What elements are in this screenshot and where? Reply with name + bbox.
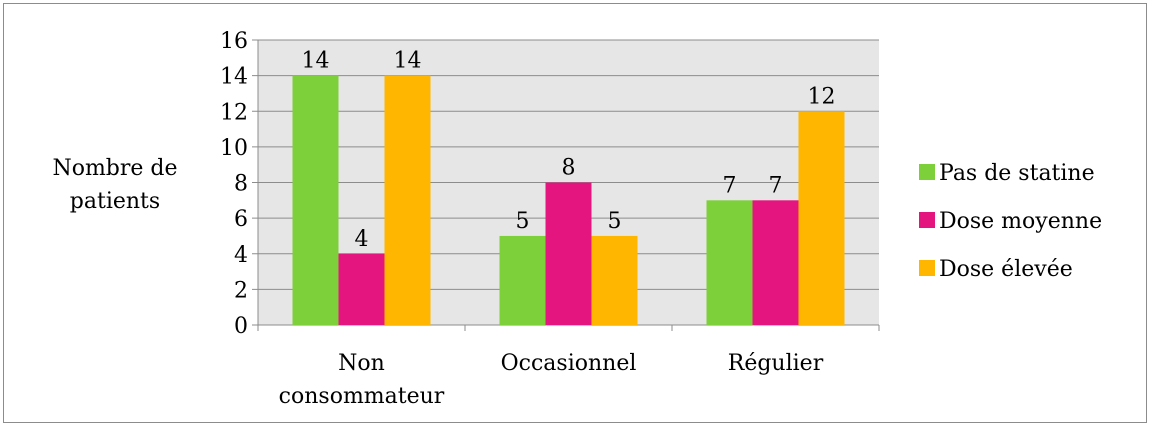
y-axis-title-line: patients bbox=[70, 189, 160, 214]
legend-swatch bbox=[919, 164, 935, 180]
category-label: Régulier bbox=[728, 351, 824, 376]
y-tick-label: 8 bbox=[234, 172, 248, 197]
bar bbox=[384, 75, 431, 325]
data-label: 4 bbox=[355, 227, 369, 252]
y-tick-label: 16 bbox=[220, 29, 248, 54]
category-label-line: consommateur bbox=[279, 384, 445, 409]
legend-swatch bbox=[919, 212, 935, 228]
y-axis-title-text: Nombre de patients bbox=[52, 156, 177, 214]
x-axis: Non consommateur Occasionnel Régulier bbox=[257, 324, 880, 409]
bar bbox=[338, 253, 385, 325]
data-labels: 14 4 14 5 8 5 7 7 12 bbox=[302, 49, 836, 252]
data-label: 8 bbox=[562, 156, 576, 181]
y-tick-label: 10 bbox=[220, 136, 248, 161]
data-label: 7 bbox=[769, 173, 783, 198]
data-label: 12 bbox=[808, 84, 836, 109]
legend-swatch bbox=[919, 260, 935, 276]
y-tick-label: 2 bbox=[234, 278, 248, 303]
bar bbox=[499, 235, 546, 325]
category-label-line: Non bbox=[338, 351, 385, 376]
y-axis-title-line: Nombre de bbox=[52, 156, 177, 181]
category-label-line: Occasionnel bbox=[501, 351, 637, 376]
bar bbox=[706, 200, 753, 325]
y-tick-label: 14 bbox=[220, 65, 248, 90]
legend-label: Pas de statine bbox=[939, 161, 1095, 186]
y-axis-title: Nombre de patients bbox=[52, 156, 177, 214]
bar bbox=[752, 200, 799, 325]
data-label: 7 bbox=[723, 173, 737, 198]
legend-label: Dose élevée bbox=[939, 257, 1073, 282]
bar bbox=[798, 111, 845, 325]
y-tick-label: 0 bbox=[234, 314, 248, 339]
legend: Pas de statine Dose moyenne Dose élevée bbox=[919, 161, 1102, 282]
legend-label: Dose moyenne bbox=[939, 209, 1102, 234]
data-label: 5 bbox=[608, 209, 622, 234]
y-tick-label: 4 bbox=[234, 243, 248, 268]
data-label: 5 bbox=[516, 209, 530, 234]
category-label-line: Régulier bbox=[728, 351, 824, 376]
y-tick-label: 12 bbox=[220, 100, 248, 125]
y-tick-label: 6 bbox=[234, 207, 248, 232]
data-label: 14 bbox=[394, 49, 422, 74]
bar bbox=[292, 75, 339, 325]
bar bbox=[545, 182, 592, 325]
category-label: Non consommateur bbox=[279, 351, 445, 409]
category-label: Occasionnel bbox=[501, 351, 637, 376]
y-axis: 0 2 4 6 8 10 12 14 16 bbox=[220, 29, 259, 339]
data-label: 14 bbox=[302, 49, 330, 74]
bars bbox=[292, 75, 845, 325]
bar bbox=[591, 235, 638, 325]
